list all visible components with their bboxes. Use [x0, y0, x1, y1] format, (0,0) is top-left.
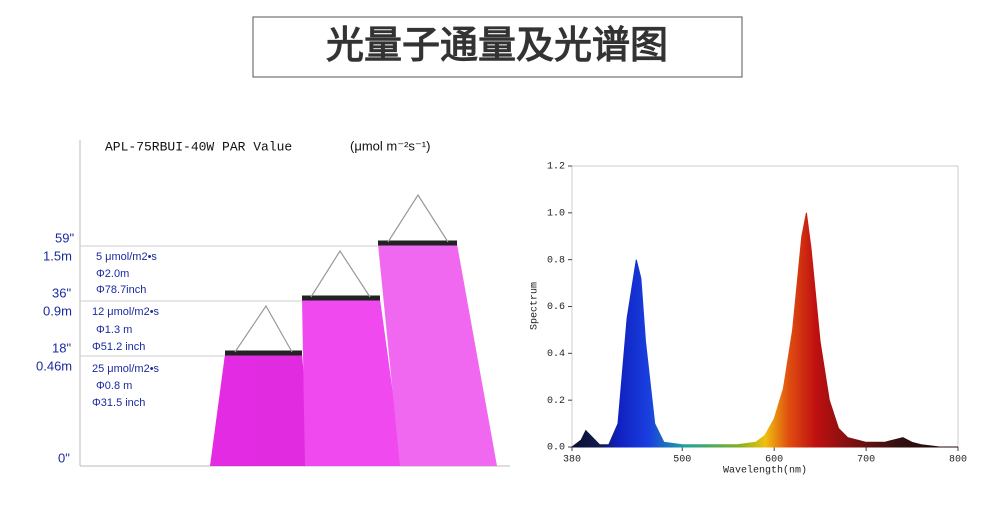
diameter-inch: Φ51.2 inch: [92, 341, 145, 353]
y-tick-label: 0.2: [547, 396, 565, 407]
x-tick-label: 380: [563, 455, 581, 466]
x-tick-label: 700: [857, 455, 875, 466]
diameter-inch: Φ31.5 inch: [92, 397, 145, 409]
y-axis-label: Spectrum: [530, 282, 541, 330]
x-tick-label: 600: [765, 455, 783, 466]
x-tick-label: 800: [949, 455, 967, 466]
y-tick-label: 0.6: [547, 302, 565, 313]
hanger: [387, 193, 449, 243]
x-axis-label: Wavelength(nm): [723, 465, 807, 477]
height-meter: 0.9m: [43, 303, 72, 318]
spectrum-area: [570, 212, 958, 448]
light-cone: [210, 354, 312, 466]
x-tick-label: 500: [673, 455, 691, 466]
y-tick-label: 0.8: [547, 255, 565, 266]
par-unit: (μmol m⁻²s⁻¹): [350, 138, 430, 153]
par-title: APL-75RBUI-40W PAR Value: [105, 139, 292, 154]
height-inch: 18": [52, 340, 71, 355]
hanger: [234, 304, 293, 353]
diameter-m: Φ0.8 m: [96, 380, 132, 392]
y-tick-label: 0.4: [547, 349, 565, 360]
y-tick-label: 1.0: [547, 208, 565, 219]
par-value: 25 μmol/m2•s: [92, 363, 160, 375]
y-tick-label: 0.0: [547, 443, 565, 454]
hanger: [310, 249, 371, 298]
height-meter: 0.46m: [36, 358, 72, 373]
page-title: 光量子通量及光谱图: [326, 25, 668, 67]
par-value: 5 μmol/m2•s: [96, 251, 157, 263]
y-tick-label: 1.2: [547, 162, 565, 173]
title-box: [252, 16, 743, 78]
par-value: 12 μmol/m2•s: [92, 306, 160, 318]
light-cone: [378, 244, 497, 466]
height-inch: 59": [55, 230, 74, 245]
light-cone: [302, 299, 403, 466]
ground-label: 0": [58, 450, 70, 465]
diameter-m: Φ1.3 m: [96, 324, 132, 336]
height-inch: 36": [52, 285, 71, 300]
diameter-inch: Φ78.7inch: [96, 284, 146, 296]
diameter-m: Φ2.0m: [96, 268, 129, 280]
height-meter: 1.5m: [43, 248, 72, 263]
